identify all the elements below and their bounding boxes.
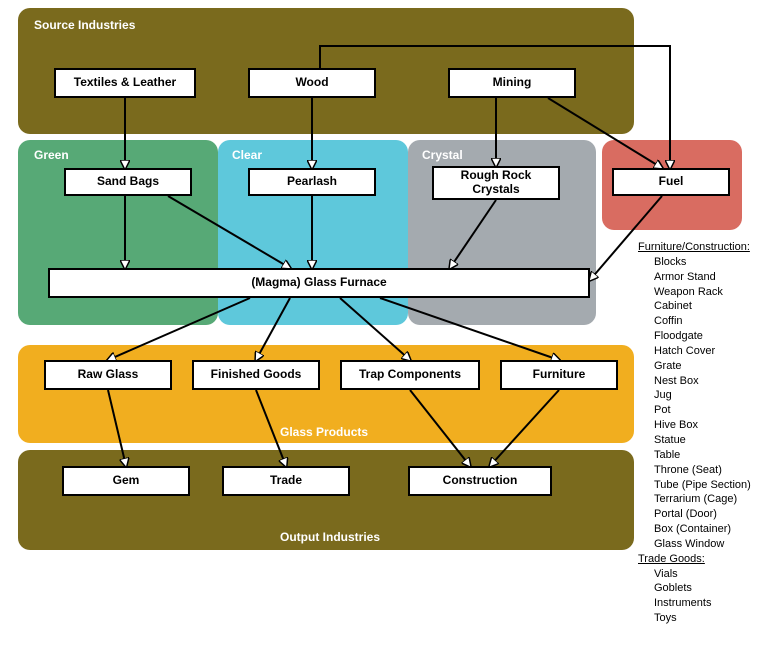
sidebar-item: Jug — [638, 388, 751, 403]
sidebar-item: Hatch Cover — [638, 344, 751, 359]
sidebar-item: Terrarium (Cage) — [638, 492, 751, 507]
node-crystals: Rough Rock Crystals — [432, 166, 560, 200]
sidebar-item: Armor Stand — [638, 270, 751, 285]
sidebar-item: Throne (Seat) — [638, 463, 751, 478]
node-gem: Gem — [62, 466, 190, 496]
sidebar-item: Coffin — [638, 314, 751, 329]
region-label-products: Glass Products — [280, 425, 368, 439]
sidebar-item: Toys — [638, 611, 751, 626]
sidebar-item: Hive Box — [638, 418, 751, 433]
sidebar-list: Furniture/Construction:BlocksArmor Stand… — [638, 240, 751, 626]
sidebar-item: Cabinet — [638, 299, 751, 314]
node-fuelnode: Fuel — [612, 168, 730, 196]
region-label-output: Output Industries — [280, 530, 380, 544]
sidebar-item: Grate — [638, 359, 751, 374]
node-wood: Wood — [248, 68, 376, 98]
node-goods: Finished Goods — [192, 360, 320, 390]
sidebar-item: Weapon Rack — [638, 285, 751, 300]
sidebar-item: Floodgate — [638, 329, 751, 344]
sidebar-item: Goblets — [638, 581, 751, 596]
node-textiles: Textiles & Leather — [54, 68, 196, 98]
node-mining: Mining — [448, 68, 576, 98]
node-pearlash: Pearlash — [248, 168, 376, 196]
region-label-crystal: Crystal — [422, 148, 463, 162]
node-furniture: Furniture — [500, 360, 618, 390]
node-furnace: (Magma) Glass Furnace — [48, 268, 590, 298]
region-label-source: Source Industries — [34, 18, 135, 32]
node-trade: Trade — [222, 466, 350, 496]
sidebar-item: Tube (Pipe Section) — [638, 478, 751, 493]
sidebar-header-1: Trade Goods: — [638, 552, 751, 567]
node-trapcomp: Trap Components — [340, 360, 480, 390]
sidebar-item: Pot — [638, 403, 751, 418]
sidebar-item: Vials — [638, 567, 751, 582]
glass-industry-flowchart: Furniture/Construction:BlocksArmor Stand… — [0, 0, 776, 648]
sidebar-item: Blocks — [638, 255, 751, 270]
node-construct: Construction — [408, 466, 552, 496]
region-label-green: Green — [34, 148, 69, 162]
sidebar-item: Instruments — [638, 596, 751, 611]
sidebar-item: Table — [638, 448, 751, 463]
sidebar-item: Glass Window — [638, 537, 751, 552]
sidebar-item: Nest Box — [638, 374, 751, 389]
sidebar-header-0: Furniture/Construction: — [638, 240, 751, 255]
node-rawglass: Raw Glass — [44, 360, 172, 390]
sidebar-item: Box (Container) — [638, 522, 751, 537]
sidebar-item: Statue — [638, 433, 751, 448]
region-label-clear: Clear — [232, 148, 262, 162]
sidebar-item: Portal (Door) — [638, 507, 751, 522]
node-sandbags: Sand Bags — [64, 168, 192, 196]
